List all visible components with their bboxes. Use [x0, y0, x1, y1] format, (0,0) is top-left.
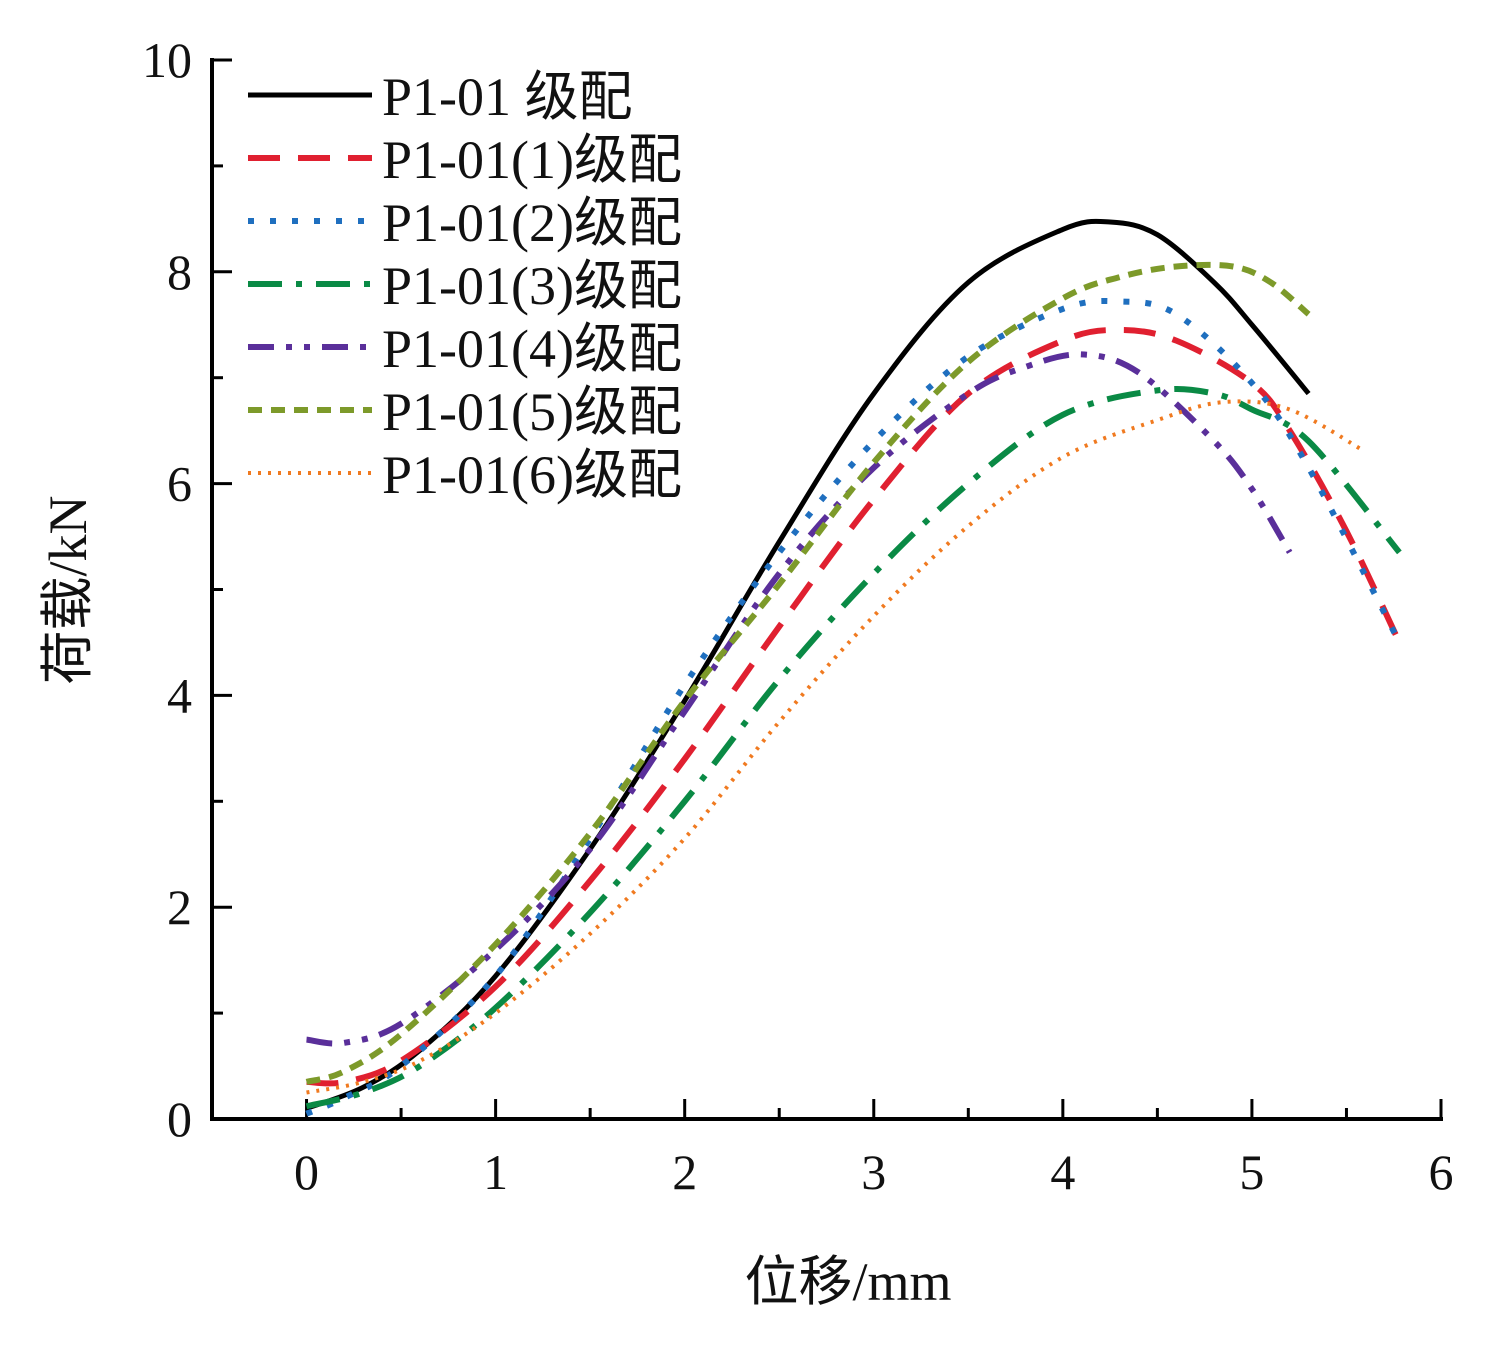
x-tick-label: 1: [483, 1144, 508, 1200]
series-line: [305, 385, 1402, 1110]
x-tick-label: 4: [1050, 1144, 1075, 1200]
x-tick-label: 0: [294, 1144, 319, 1200]
x-tick-label: 3: [861, 1144, 886, 1200]
x-tick-label: 6: [1429, 1144, 1454, 1200]
series-line: [306, 399, 1367, 1095]
legend-label: P1-01 级配: [382, 67, 633, 127]
y-axis-title: 荷载/kN: [38, 496, 98, 685]
legend-label: P1-01(4)级配: [382, 319, 682, 379]
series-layer: [305, 218, 1403, 1117]
legend-label: P1-01(2)级配: [382, 193, 682, 253]
legend-label: P1-01(1)级配: [382, 130, 682, 190]
tick-labels: 0 1 2 3 4 5 6 0 2 4 6 8 10: [142, 32, 1454, 1200]
x-tick-label: 5: [1239, 1144, 1264, 1200]
legend-label: P1-01(3)级配: [382, 256, 682, 316]
legend: P1-01 级配P1-01(1)级配P1-01(2)级配P1-01(3)级配P1…: [248, 67, 682, 505]
series-line: [305, 261, 1311, 1085]
y-tick-label: 2: [167, 879, 192, 935]
y-tick-label: 0: [167, 1091, 192, 1147]
legend-label: P1-01(5)级配: [382, 382, 682, 442]
series-line: [306, 327, 1403, 1087]
series-line: [305, 297, 1403, 1117]
ticks: [210, 58, 1443, 1121]
y-tick-label: 6: [167, 456, 192, 512]
legend-label: P1-01(6)级配: [382, 445, 682, 505]
x-axis-title: 位移/mm: [744, 1252, 951, 1312]
y-tick-label: 10: [142, 32, 192, 88]
y-tick-label: 4: [167, 667, 192, 723]
y-tick-label: 8: [167, 244, 192, 300]
x-tick-label: 2: [672, 1144, 697, 1200]
